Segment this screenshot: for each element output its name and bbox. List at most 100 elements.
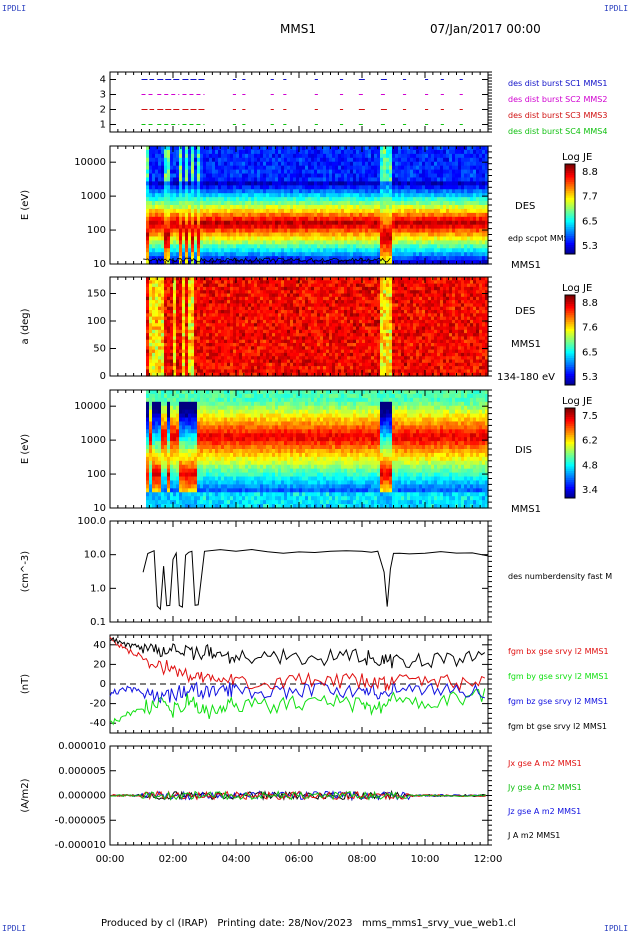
spectrogram-cell xyxy=(185,366,189,370)
spectrogram-cell xyxy=(188,283,192,288)
spectrogram-cell xyxy=(221,362,225,367)
spectrogram-cell xyxy=(449,161,453,167)
colorbar-tick-label: 6.5 xyxy=(582,216,598,227)
spectrogram-cell xyxy=(185,310,189,314)
spectrogram-cell xyxy=(233,296,237,301)
spectrogram-cell xyxy=(197,306,201,311)
spectrogram-cell xyxy=(365,252,369,257)
spectrogram-cell xyxy=(356,248,360,253)
spectrogram-cell xyxy=(278,157,282,163)
spectrogram-cell xyxy=(206,181,210,186)
spectrogram-cell xyxy=(254,189,258,194)
spectrogram-cell xyxy=(302,248,306,253)
spectrogram-cell xyxy=(161,319,165,324)
spectrogram-cell xyxy=(263,212,267,218)
spectrogram-cell xyxy=(167,319,171,324)
spectrogram-cell xyxy=(386,224,390,230)
spectrogram-cell xyxy=(206,319,210,324)
spectrogram-cell xyxy=(230,359,234,364)
spectrogram-cell xyxy=(335,157,339,163)
spectrogram-cell xyxy=(344,189,348,194)
spectrogram-cell xyxy=(452,169,456,175)
spectrogram-cell xyxy=(392,149,396,155)
spectrogram-cell xyxy=(389,193,393,198)
spectrogram-cell xyxy=(332,212,336,218)
spectrogram-cell xyxy=(485,181,489,186)
spectrogram-cell xyxy=(347,149,351,155)
spectrogram-cell xyxy=(329,228,333,234)
spectrogram-cell xyxy=(362,205,366,210)
spectrogram-cell xyxy=(248,216,252,222)
spectrogram-cell xyxy=(206,323,210,328)
spectrogram-cell xyxy=(332,224,336,230)
spectrogram-cell xyxy=(215,296,219,301)
spectrogram-cell xyxy=(449,224,453,230)
spectrogram-cell xyxy=(338,252,342,257)
spectrogram-cell xyxy=(335,208,339,214)
spectrogram-cell xyxy=(188,359,192,364)
spectrogram-cell xyxy=(158,369,162,374)
spectrogram-cell xyxy=(233,153,237,159)
spectrogram-cell xyxy=(188,293,192,298)
spectrogram-cell xyxy=(317,149,321,155)
spectrogram-cell xyxy=(227,316,231,321)
spectrogram-cell xyxy=(182,359,186,364)
spectrogram-cell xyxy=(470,240,474,245)
spectrogram-cell xyxy=(365,185,369,190)
spectrogram-cell xyxy=(320,212,324,218)
spectrogram-cell xyxy=(215,240,219,245)
spectrogram-cell xyxy=(356,173,360,179)
spectrogram-cell xyxy=(470,161,474,167)
spectrogram-cell xyxy=(449,153,453,159)
spectrogram-cell xyxy=(146,149,150,155)
spectrogram-cell xyxy=(401,149,405,155)
spectrogram-cell xyxy=(155,208,159,214)
spectrogram-cell xyxy=(161,339,165,344)
spectrogram-cell xyxy=(377,248,381,253)
spectrogram-cell xyxy=(389,149,393,155)
spectrogram-cell xyxy=(146,283,150,288)
spectrogram-cell xyxy=(479,193,483,198)
spectrogram-cell xyxy=(470,208,474,214)
spectrogram-cell xyxy=(236,212,240,218)
spectrogram-cell xyxy=(419,240,423,245)
spectrogram-cell xyxy=(206,290,210,295)
spectrogram-cell xyxy=(302,260,306,265)
spectrogram-cell xyxy=(248,208,252,214)
spectrogram-cell xyxy=(452,224,456,230)
spectrogram-cell xyxy=(476,157,480,163)
spectrogram-cell xyxy=(230,280,234,285)
spectrogram-cell xyxy=(224,326,228,331)
spectrogram-cell xyxy=(446,181,450,186)
spectrogram-cell xyxy=(248,146,252,151)
spectrogram-cell xyxy=(209,362,213,367)
spectrogram-cell xyxy=(281,236,285,241)
spectrogram-cell xyxy=(197,336,201,341)
spectrogram-cell xyxy=(440,216,444,222)
spectrogram-cell xyxy=(185,146,189,151)
spectrogram-cell xyxy=(185,205,189,210)
spectrogram-cell xyxy=(173,173,177,179)
spectrogram-cell xyxy=(455,189,459,194)
spectrogram-cell xyxy=(167,228,171,234)
spectrogram-cell xyxy=(191,316,195,321)
spectrogram-cell xyxy=(398,208,402,214)
spectrogram-cell xyxy=(149,252,153,257)
spectrogram-cell xyxy=(359,216,363,222)
spectrogram-cell xyxy=(230,283,234,288)
spectrogram-cell xyxy=(185,339,189,344)
spectrogram-cell xyxy=(485,248,489,253)
spectrogram-cell xyxy=(233,208,237,214)
spectrogram-cell xyxy=(203,240,207,245)
spectrogram-cell xyxy=(416,256,420,261)
spectrogram-cell xyxy=(149,369,153,374)
spectrogram-cell xyxy=(146,286,150,291)
spectrogram-cell xyxy=(425,232,429,238)
spectrogram-cell xyxy=(215,165,219,171)
spectrogram-cell xyxy=(461,189,465,194)
spectrogram-cell xyxy=(206,146,210,151)
spectrogram-cell xyxy=(230,372,234,377)
spectrogram-cell xyxy=(356,177,360,182)
spectrogram-cell xyxy=(206,244,210,249)
spectrogram-cell xyxy=(242,189,246,194)
